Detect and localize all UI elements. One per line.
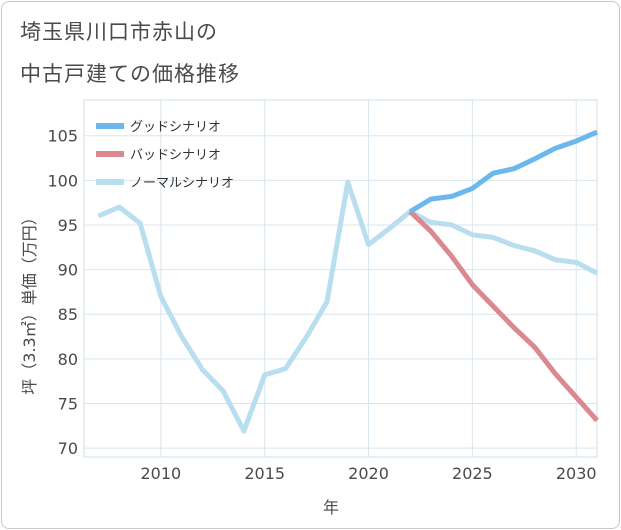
y-tick-label: 70	[58, 439, 78, 458]
y-tick-label: 95	[58, 216, 78, 235]
x-tick-label: 2020	[348, 464, 389, 483]
legend-label: ノーマルシナリオ	[130, 176, 234, 191]
y-axis-label: 坪（3.3㎡）単価（万円）	[20, 209, 39, 394]
chart-title-line-2: 中古戸建ての価格推移	[20, 62, 240, 86]
series-line	[408, 129, 598, 214]
x-tick-label: 2015	[244, 464, 285, 483]
y-tick-label: 75	[58, 394, 78, 413]
plot-frame	[83, 99, 598, 458]
x-tick-label: 2010	[140, 464, 181, 483]
x-tick-label: 2025	[452, 464, 493, 483]
tick-labels: 70 75 80 85 90 95 100 105 2010 2015 2020 2025 2030	[47, 127, 596, 483]
series-line	[97, 179, 599, 434]
series-lines	[97, 129, 599, 434]
y-tick-label: 100	[47, 171, 78, 190]
legend-label: バッドシナリオ	[130, 148, 221, 163]
x-tick-label: 2030	[556, 464, 597, 483]
series-line	[408, 209, 599, 423]
y-tick-label: 85	[58, 305, 78, 324]
x-axis-label: 年	[323, 498, 339, 517]
y-tick-label: 105	[47, 127, 78, 146]
y-tick-label: 80	[58, 350, 78, 369]
chart-title-line-1: 埼玉県川口市赤山の	[20, 20, 218, 44]
legend-label: グッドシナリオ	[130, 120, 221, 135]
y-tick-label: 90	[58, 261, 78, 280]
